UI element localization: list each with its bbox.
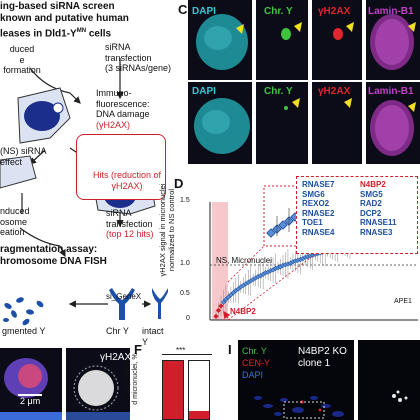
tile-dapi-1	[188, 0, 252, 80]
tile-chry-2	[256, 82, 308, 164]
panel-c-letter: C	[178, 2, 188, 17]
gene-list-col1: RNASE7 SMG6 REXO2 RNASE2 TOE1 RNASE4	[302, 180, 335, 237]
label-lamin-1: Lamin-B1	[368, 6, 414, 17]
panel-f: F AX-positive d micronuclei, % ***	[124, 340, 216, 420]
label-h2ax-1: γH2AX	[318, 6, 351, 17]
chr-y-label: Chr Y	[106, 326, 129, 336]
induced-steps: nduced osome eation	[0, 206, 30, 237]
scale-bar-label: 2 μm	[20, 396, 41, 406]
tile-chry-1	[256, 0, 308, 80]
header-line-3: leases in Dld1-YMN cells	[0, 28, 112, 40]
panel-i: I Chr. Y CEN-Y DAPI N4BP2 KO clone 1	[226, 340, 420, 420]
hits-label: Hits (reduction of γH2AX)	[92, 170, 162, 191]
data-point	[220, 299, 227, 305]
data-point	[213, 313, 219, 319]
i-chr-y: Chr. Y	[242, 346, 267, 356]
h2ax-label-e: γH2AX	[100, 352, 132, 363]
cell-top-icon	[17, 87, 71, 144]
step-sirna: siRNA transfection (3 siRNAs/gene)	[105, 42, 172, 73]
i-cen-y: CEN-Y	[242, 358, 271, 368]
tile-lamin-2	[366, 82, 420, 164]
si-gene-label: si_GeneX	[106, 292, 142, 301]
data-point	[215, 307, 222, 314]
tile-h2ax-2	[312, 82, 362, 164]
chromosome-y-icon	[109, 288, 135, 320]
panel-i-letter: I	[228, 342, 232, 357]
intact-y-label: intact Y	[142, 326, 164, 347]
ns-effect: (NS) siRNA effect	[0, 146, 47, 167]
fragmented-y-label: gmented Y	[2, 326, 46, 336]
sirna-top12: siRNA transfection (top 12 hits)	[106, 208, 154, 239]
i-dapi: DAPI	[242, 370, 264, 380]
highlight-gene-label: N4BP2	[230, 307, 256, 316]
fragmented-chromosomes-icon	[3, 297, 44, 326]
hits-box	[76, 134, 166, 200]
header-line-2: known and putative human	[0, 13, 129, 24]
tick-0-5: 0.5	[180, 290, 190, 297]
data-point	[218, 303, 224, 309]
i-title: N4BP2 KO clone 1	[298, 346, 347, 369]
intact-y-icon	[152, 288, 168, 319]
tick-1-0: 1.0	[180, 260, 190, 267]
panel-f-letter: F	[134, 342, 142, 357]
bar-ko	[188, 360, 210, 420]
tile-i-main	[238, 340, 354, 420]
label-lamin-2: Lamin-B1	[368, 86, 414, 97]
panel-b: ing-based siRNA screen known and putativ…	[0, 0, 171, 347]
significance-mark: ***	[176, 346, 186, 355]
panel-b-header: ing-based siRNA screen known and putativ…	[0, 1, 168, 40]
label-dapi-1: DAPI	[192, 6, 216, 17]
ape1-label: APE1	[394, 298, 412, 305]
label-chry-2: Chr. Y	[264, 86, 293, 97]
gene-list-box	[296, 176, 418, 254]
header-line-1: ing-based siRNA screen	[0, 1, 115, 12]
step-if: Immuno- fluorescence: DNA damage (γH2AX)	[96, 88, 150, 130]
panel-d: D γH2AX signal in micronuclei normalized…	[158, 172, 420, 338]
tick-1-5: 1.5	[180, 197, 190, 204]
f-y-label: AX-positive d micronuclei, %	[124, 353, 139, 405]
tile-lamin-1	[366, 0, 420, 80]
label-chry-1: Chr. Y	[264, 6, 293, 17]
tile-merge	[0, 348, 62, 420]
step-left: duced e formation	[3, 44, 41, 75]
panel-e: γH2AX 2 μm	[0, 340, 132, 420]
frag-assay-title: ragmentation assay: hromosome DNA FISH	[0, 244, 107, 267]
tile-dapi-2	[188, 82, 252, 164]
panel-c: C DAPI Chr. Y γH2AX Lamin-B1 DAPI Chr. Y…	[172, 0, 420, 168]
bar-control	[162, 360, 184, 420]
label-dapi-2: DAPI	[192, 86, 216, 97]
ns-label: NS, Micronuclei	[216, 256, 273, 265]
highlight-band	[212, 202, 228, 320]
tile-h2ax-1	[312, 0, 362, 80]
tile-h2ax-e	[66, 348, 130, 420]
gene-list-col2: N4BP2 SMG5 RAD2 DCP2 RNASE11 RNASE3	[360, 180, 397, 237]
panel-d-letter: D	[174, 176, 184, 191]
label-h2ax-2: γH2AX	[318, 86, 351, 97]
tick-0: 0	[186, 315, 190, 322]
tile-i-zoom	[358, 340, 420, 420]
scale-bar	[18, 394, 42, 396]
